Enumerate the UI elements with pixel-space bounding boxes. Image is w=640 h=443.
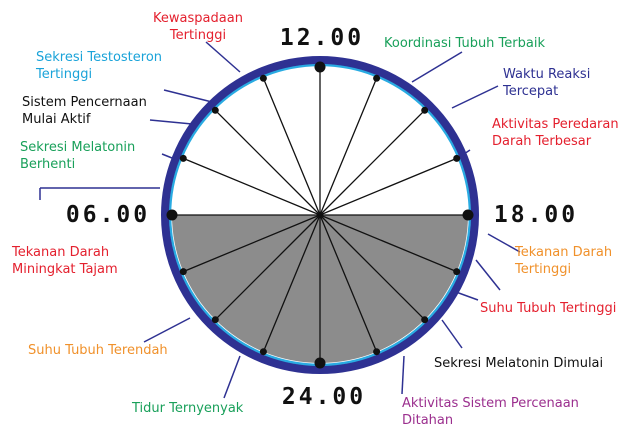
spoke [183,157,321,216]
leader-line [401,355,405,395]
label-peredaran-darah: Aktivitas Peredaran Darah Terbesar [492,117,619,149]
label-tidur: Tidur Ternyenyak [131,401,244,416]
label-pencernaan-aktif: Sistem Pencernaan Mulai Aktif [22,95,147,127]
label-line: Tekanan Darah [514,245,612,260]
annotation-labels: Kewaspadaan Tertinggi Sekresi Testosteron T… [11,11,619,428]
spoke [262,78,321,216]
leader-line [441,319,463,349]
leader-line [223,355,241,399]
hour-dot [421,106,429,114]
time-18: 18.00 [494,202,578,228]
hour-dot [211,106,219,114]
label-melatonin-berhenti: Sekresi Melatonin Berhenti [20,140,135,172]
leader-line [149,119,193,125]
label-suhu-terendah: Suhu Tubuh Terendah [28,343,168,358]
spokes [172,67,468,363]
leader-line [205,41,241,73]
spoke [319,214,457,273]
label-line: Miningkat Tajam [12,262,118,277]
label-line: Tidur Ternyenyak [131,401,244,416]
label-line: Tercepat [502,84,558,99]
leader-line [475,259,501,291]
label-line: Suhu Tubuh Terendah [28,343,168,358]
leader-line [163,89,213,103]
label-line: Tertinggi [514,262,571,277]
spoke [319,214,426,321]
hour-dot [179,268,187,276]
spoke [183,214,321,273]
label-line: Suhu Tubuh Tertinggi [480,301,616,316]
label-line: Sekresi Melatonin [20,140,135,155]
label-line: Koordinasi Tubuh Terbaik [384,36,545,51]
leader-lines [39,41,521,399]
label-line: Mulai Aktif [22,112,91,127]
time-12: 12.00 [280,25,364,51]
time-06: 06.00 [66,202,150,228]
hour-dot [453,268,461,276]
label-testosteron: Sekresi Testosteron Tertinggi [35,50,162,82]
leader-line [487,233,521,253]
label-line: Tertinggi [169,28,226,43]
spoke [214,214,321,321]
time-24: 24.00 [282,384,366,410]
hour-dot-major [314,357,326,369]
spoke [319,109,426,216]
label-suhu-tertinggi: Suhu Tubuh Tertinggi [480,301,616,316]
leader-line [463,149,471,155]
outer-ring [161,56,479,374]
label-line: Sistem Pencernaan [22,95,147,110]
hour-dot-major [166,209,178,221]
label-line: Berhenti [20,157,75,172]
label-pencernaan-ditahan: Aktivitas Sistem Percenaan Ditahan [402,396,579,428]
hour-dot [259,74,267,82]
hour-dot [179,154,187,162]
label-melatonin-dimulai: Sekresi Melatonin Dimulai [434,356,603,371]
label-line: Ditahan [402,413,453,428]
spoke [319,78,378,216]
label-line: Sekresi Testosteron [36,50,162,65]
label-reaksi: Waktu Reaksi Tercepat [502,67,590,99]
label-tekanan-tertinggi: Tekanan Darah Tertinggi [514,245,612,277]
hour-dot [373,348,381,356]
hour-dot [421,316,429,324]
spoke [319,214,378,352]
hour-dot [211,316,219,324]
leader-line [143,317,191,343]
leader-line [455,291,479,301]
hour-dot [259,348,267,356]
label-line: Aktivitas Sistem Percenaan [402,396,579,411]
label-kewaspadaan: Kewaspadaan Tertinggi [153,11,243,43]
label-line: Tekanan Darah [11,245,109,260]
leader-line [411,51,463,83]
label-koordinasi: Koordinasi Tubuh Terbaik [384,36,545,51]
spoke [214,109,321,216]
label-line: Kewaspadaan [153,11,243,26]
leader-line [451,85,499,109]
leader-line [161,153,173,159]
hour-dot-major [462,209,474,221]
spoke [262,214,321,352]
label-line: Tertinggi [35,67,92,82]
label-line: Darah Terbesar [492,134,592,149]
hour-dots [166,61,474,369]
label-line: Sekresi Melatonin Dimulai [434,356,603,371]
hour-dot [373,74,381,82]
label-line: Aktivitas Peredaran [492,117,619,132]
hour-dot-major [314,61,326,73]
label-tekanan-tajam: Tekanan Darah Miningkat Tajam [11,245,118,277]
label-line: Waktu Reaksi [503,67,590,82]
spoke [319,157,457,216]
hour-dot [453,154,461,162]
